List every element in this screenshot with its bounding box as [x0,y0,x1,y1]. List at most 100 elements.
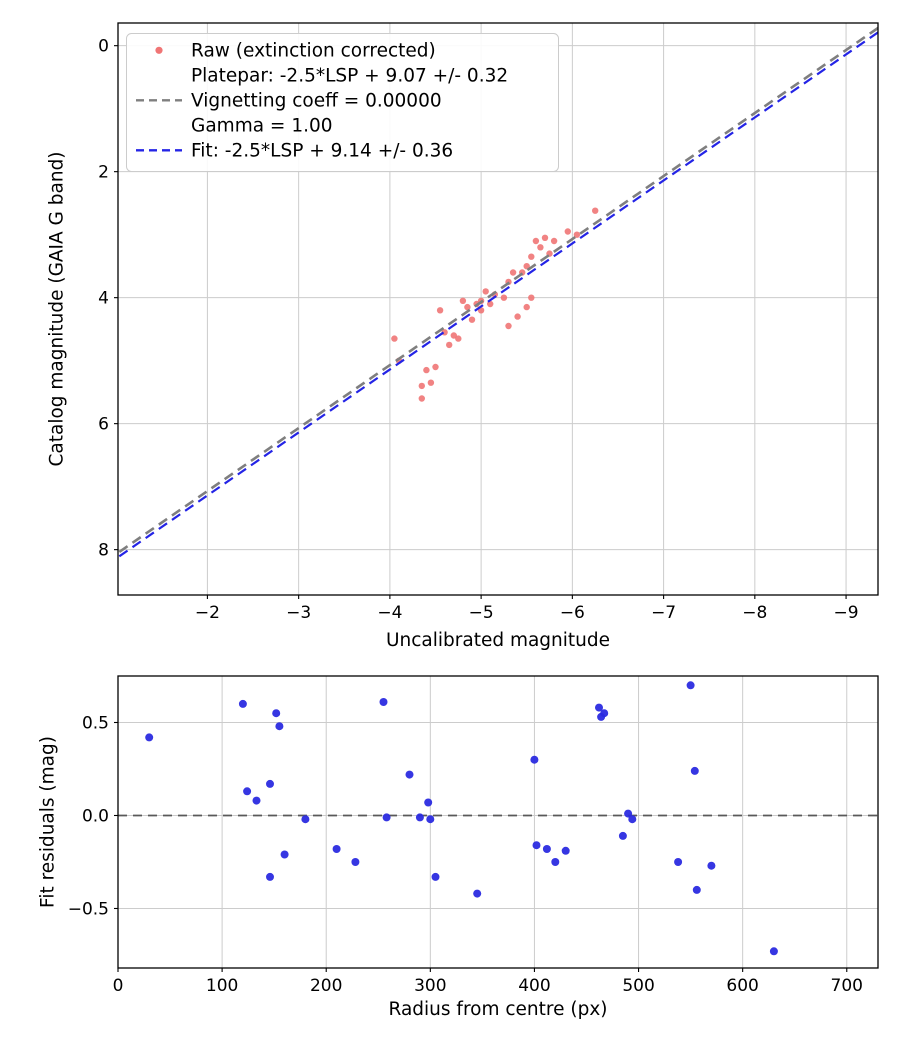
scatter-point [459,297,467,304]
scatter-point [418,382,425,390]
plot-border [117,675,879,969]
platepar-line [118,26,878,554]
scatter-point [523,263,530,270]
scatter-point [564,228,571,235]
x-tick-label: −2 [195,603,220,623]
x-tick-label: −5 [469,603,494,623]
legend-label: Platepar: -2.5*LSP + 9.07 +/- 0.32 [191,66,508,87]
scatter-point [415,813,424,822]
fit-residuals-plot: 0 100 200 300 400 500 600 700 0.5 0.0 −0.5 [68,675,879,996]
scatter-point [674,858,683,866]
scatter-point [628,815,637,824]
scatter-point [551,858,560,866]
scatter-point [145,733,154,742]
x-tick-label: 700 [831,976,863,996]
x-tick-label: −4 [377,603,402,623]
y-tick-label: 0 [98,37,109,57]
grid-lines [117,676,878,968]
axis-ticks [114,721,848,972]
legend-label: Gamma = 1.00 [191,116,333,137]
scatter-point [523,303,530,311]
scatter-point [252,796,261,805]
top-chart-x-axis-label: Uncalibrated magnitude [385,630,611,651]
legend-label: Fit: -2.5*LSP + 9.14 +/- 0.36 [191,141,453,162]
scatter-point [530,755,539,764]
x-tick-label: 400 [518,976,550,996]
legend: Raw (extinction corrected) Platepar: -2.5… [126,33,559,172]
x-tick-label: 600 [726,976,758,996]
x-tick-label: −6 [560,603,585,623]
magnitude-calibration-plot: −2 −3 −4 −5 −6 −7 −8 −9 0 2 4 6 8 Raw (extinction cor… [98,22,879,623]
scatter-point [332,845,341,853]
scatter-point [351,858,360,866]
scatter-point [514,313,521,320]
scatter-point [769,947,778,956]
plot-border [117,22,879,596]
scatter-point [266,779,274,788]
scatter-point [541,234,549,241]
scatter-point [624,809,633,818]
x-tick-label: 500 [622,976,654,996]
y-tick-label: 4 [98,289,109,309]
scatter-point [272,709,281,718]
scatter-point [528,253,535,260]
scatter-point [382,813,391,822]
scatter-point [432,363,439,371]
scatter-point [418,395,425,402]
y-tick-label: 0.5 [82,713,109,733]
scatter-point [405,770,414,779]
scatter-point [707,861,716,870]
scatter-point [487,300,494,308]
scatter-point [592,207,599,214]
scatter-point [468,316,476,323]
scatter-point [550,237,558,245]
scatter-point [450,332,457,339]
scatter-point [431,872,440,881]
y-tick-label: 6 [98,415,109,435]
scatter-point [436,307,444,314]
scatter-point [509,269,517,276]
scatter-point [423,366,430,374]
scatter-point [464,303,471,311]
legend-label: Raw (extinction corrected) [191,41,436,62]
scatter-point [692,885,701,894]
scatter-point [379,698,388,706]
bottom-chart-y-axis-label: Fit residuals (mag) [37,736,59,908]
scatter-point [537,244,544,251]
scatter-point [455,335,462,342]
scatter-point [542,845,551,853]
scatter-point [473,889,482,898]
x-tick-label: −8 [742,603,767,623]
scatter-point [275,722,284,731]
y-tick-label: 2 [98,163,109,183]
scatter-point [266,872,274,881]
y-tick-label: 0.0 [82,806,109,826]
scatter-point [238,699,247,708]
scatter-point [690,766,699,775]
x-tick-label: −3 [286,603,311,623]
tick-labels: 0 100 200 300 400 500 600 700 0.5 0.0 −0.5 [68,713,863,996]
x-tick-label: 0 [113,976,124,996]
tick-labels: −2 −3 −4 −5 −6 −7 −8 −9 0 2 4 6 8 [98,37,858,623]
x-tick-label: 300 [414,976,446,996]
scatter-point [532,841,541,850]
scatter-point [686,681,695,690]
scatter-point [391,335,398,342]
legend-marker-handle [155,46,163,54]
scatter-point [301,815,310,824]
scatter-point [505,322,512,330]
x-tick-label: −9 [834,603,859,623]
legend-label: Vignetting coeff = 0.00000 [191,91,442,112]
scatter-point [500,294,508,301]
bottom-chart-x-axis-label: Radius from centre (px) [388,999,608,1020]
axis-ticks [114,45,847,599]
scatter-point [424,798,433,807]
y-tick-label: 8 [98,541,109,561]
raw-extinction-corrected-series [391,207,599,402]
scatter-point [243,787,252,796]
scatter-point [426,815,435,824]
scatter-point [280,850,289,859]
scatter-point [532,237,540,245]
scatter-point [482,288,489,295]
